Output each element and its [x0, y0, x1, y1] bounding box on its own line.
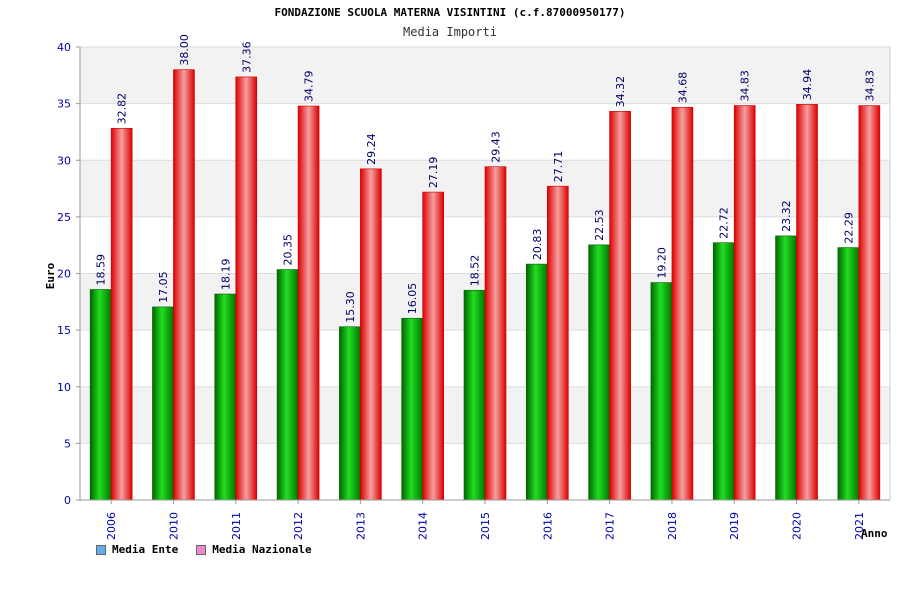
legend-label-media-nazionale: Media Nazionale	[212, 543, 312, 556]
bar-value-label: 34.94	[801, 69, 814, 101]
x-tick-label: 2010	[167, 512, 180, 540]
bar-media-ente-2018	[650, 282, 673, 501]
bar-value-label: 18.19	[219, 258, 232, 290]
x-axis-label: Anno	[861, 527, 888, 540]
bar-value-label: 34.68	[676, 72, 689, 104]
x-tick-label: 2006	[105, 512, 118, 540]
bar-media-ente-2012	[276, 269, 299, 501]
bars-group	[89, 69, 881, 501]
plot-band	[80, 103, 890, 161]
bar-value-label: 38.00	[178, 34, 191, 66]
bar-media-ente-2006	[89, 289, 112, 501]
bar-value-label: 34.79	[303, 71, 316, 103]
bar-value-label: 20.35	[282, 234, 295, 266]
bar-media-nazionale-2017	[609, 111, 631, 501]
bar-value-label: 18.52	[469, 255, 482, 287]
y-tick-label: 25	[57, 211, 71, 224]
x-tick-label: 2014	[417, 512, 430, 540]
bar-media-ente-2021	[837, 247, 860, 501]
bar-value-label: 17.05	[157, 271, 170, 303]
bar-value-label: 27.19	[427, 157, 440, 189]
y-tick-label: 35	[57, 98, 71, 111]
bar-media-ente-2020	[775, 235, 797, 501]
x-tick-label: 2018	[666, 512, 679, 540]
bar-media-nazionale-2010	[173, 69, 195, 501]
bar-media-ente-2014	[401, 317, 423, 501]
bar-media-nazionale-2013	[360, 168, 382, 501]
bar-value-label: 22.29	[842, 212, 855, 244]
bar-media-ente-2017	[588, 244, 610, 501]
legend-swatch-media-nazionale	[196, 544, 207, 555]
y-tick-label: 10	[57, 381, 71, 394]
bar-value-label: 34.32	[614, 76, 627, 108]
bar-media-ente-2019	[712, 242, 735, 501]
legend-item-media-ente: Media Ente	[96, 543, 178, 556]
x-tick-label: 2015	[479, 512, 492, 540]
x-tick-label: 2012	[292, 512, 305, 540]
bar-media-nazionale-2021	[858, 105, 881, 501]
bar-value-label: 27.71	[552, 151, 565, 183]
x-tick-label: 2019	[728, 512, 741, 540]
bar-value-label: 16.05	[406, 283, 419, 315]
bar-media-nazionale-2019	[733, 105, 756, 501]
bar-value-label: 34.83	[739, 70, 752, 102]
y-tick-label: 5	[64, 437, 71, 450]
y-tick-label: 20	[57, 268, 71, 281]
bar-value-label: 22.72	[718, 207, 731, 239]
x-axis: 2006 2010 2011 2012 2013 2014 2015 2016 2017 2018…	[80, 499, 890, 540]
bar-value-label: 20.83	[531, 229, 544, 261]
bar-media-ente-2015	[463, 289, 486, 501]
bar-value-label: 19.20	[655, 247, 668, 279]
bar-value-label: 32.82	[116, 93, 129, 124]
bar-media-nazionale-2011	[235, 76, 258, 501]
bar-media-nazionale-2015	[484, 166, 507, 501]
bar-media-nazionale-2020	[796, 104, 818, 501]
bar-value-label: 29.24	[365, 133, 378, 165]
x-tick-label: 2021	[853, 512, 866, 540]
bar-value-label: 18.59	[95, 254, 108, 286]
x-tick-label: 2020	[791, 512, 804, 540]
x-tick-label: 2016	[541, 512, 554, 540]
bar-value-label: 29.43	[490, 131, 503, 163]
bar-media-nazionale-2016	[547, 185, 569, 501]
legend: Media Ente Media Nazionale	[96, 543, 312, 556]
bar-value-label: 15.30	[344, 291, 357, 323]
bar-media-nazionale-2006	[110, 128, 133, 501]
bar-value-label: 23.32	[780, 200, 793, 232]
bar-labels-group: 18.59 32.82 17.05 38.00 18.19 37.36 20.35 34.79…	[95, 34, 877, 323]
y-tick-label: 30	[57, 154, 71, 167]
y-axis: 0 5 10 15 20 25 30 35 40	[57, 41, 81, 507]
y-tick-label: 0	[64, 494, 71, 507]
x-tick-label: 2013	[354, 512, 367, 540]
legend-swatch-media-ente	[96, 544, 106, 555]
bar-media-ente-2016	[526, 263, 548, 501]
y-tick-label: 15	[57, 324, 71, 337]
chart-title: FONDAZIONE SCUOLA MATERNA VISINTINI (c.f…	[274, 6, 626, 19]
x-tick-label: 2017	[604, 512, 617, 540]
bar-media-nazionale-2014	[422, 191, 444, 501]
plot-band	[80, 47, 890, 104]
bar-media-nazionale-2018	[671, 106, 694, 501]
x-tick-label: 2011	[230, 512, 243, 540]
y-tick-label: 40	[57, 41, 71, 54]
bar-value-label: 34.83	[863, 70, 876, 102]
legend-item-media-nazionale: Media Nazionale	[196, 543, 312, 556]
bar-media-nazionale-2012	[297, 105, 320, 501]
bar-media-ente-2011	[214, 293, 237, 501]
y-axis-label: Euro	[44, 262, 57, 289]
chart-subtitle: Media Importi	[403, 25, 497, 39]
bar-value-label: 22.53	[593, 209, 606, 241]
bar-value-label: 37.36	[240, 41, 253, 73]
legend-label-media-ente: Media Ente	[112, 543, 179, 556]
bar-media-ente-2010	[152, 306, 174, 501]
bar-media-ente-2013	[339, 326, 361, 501]
